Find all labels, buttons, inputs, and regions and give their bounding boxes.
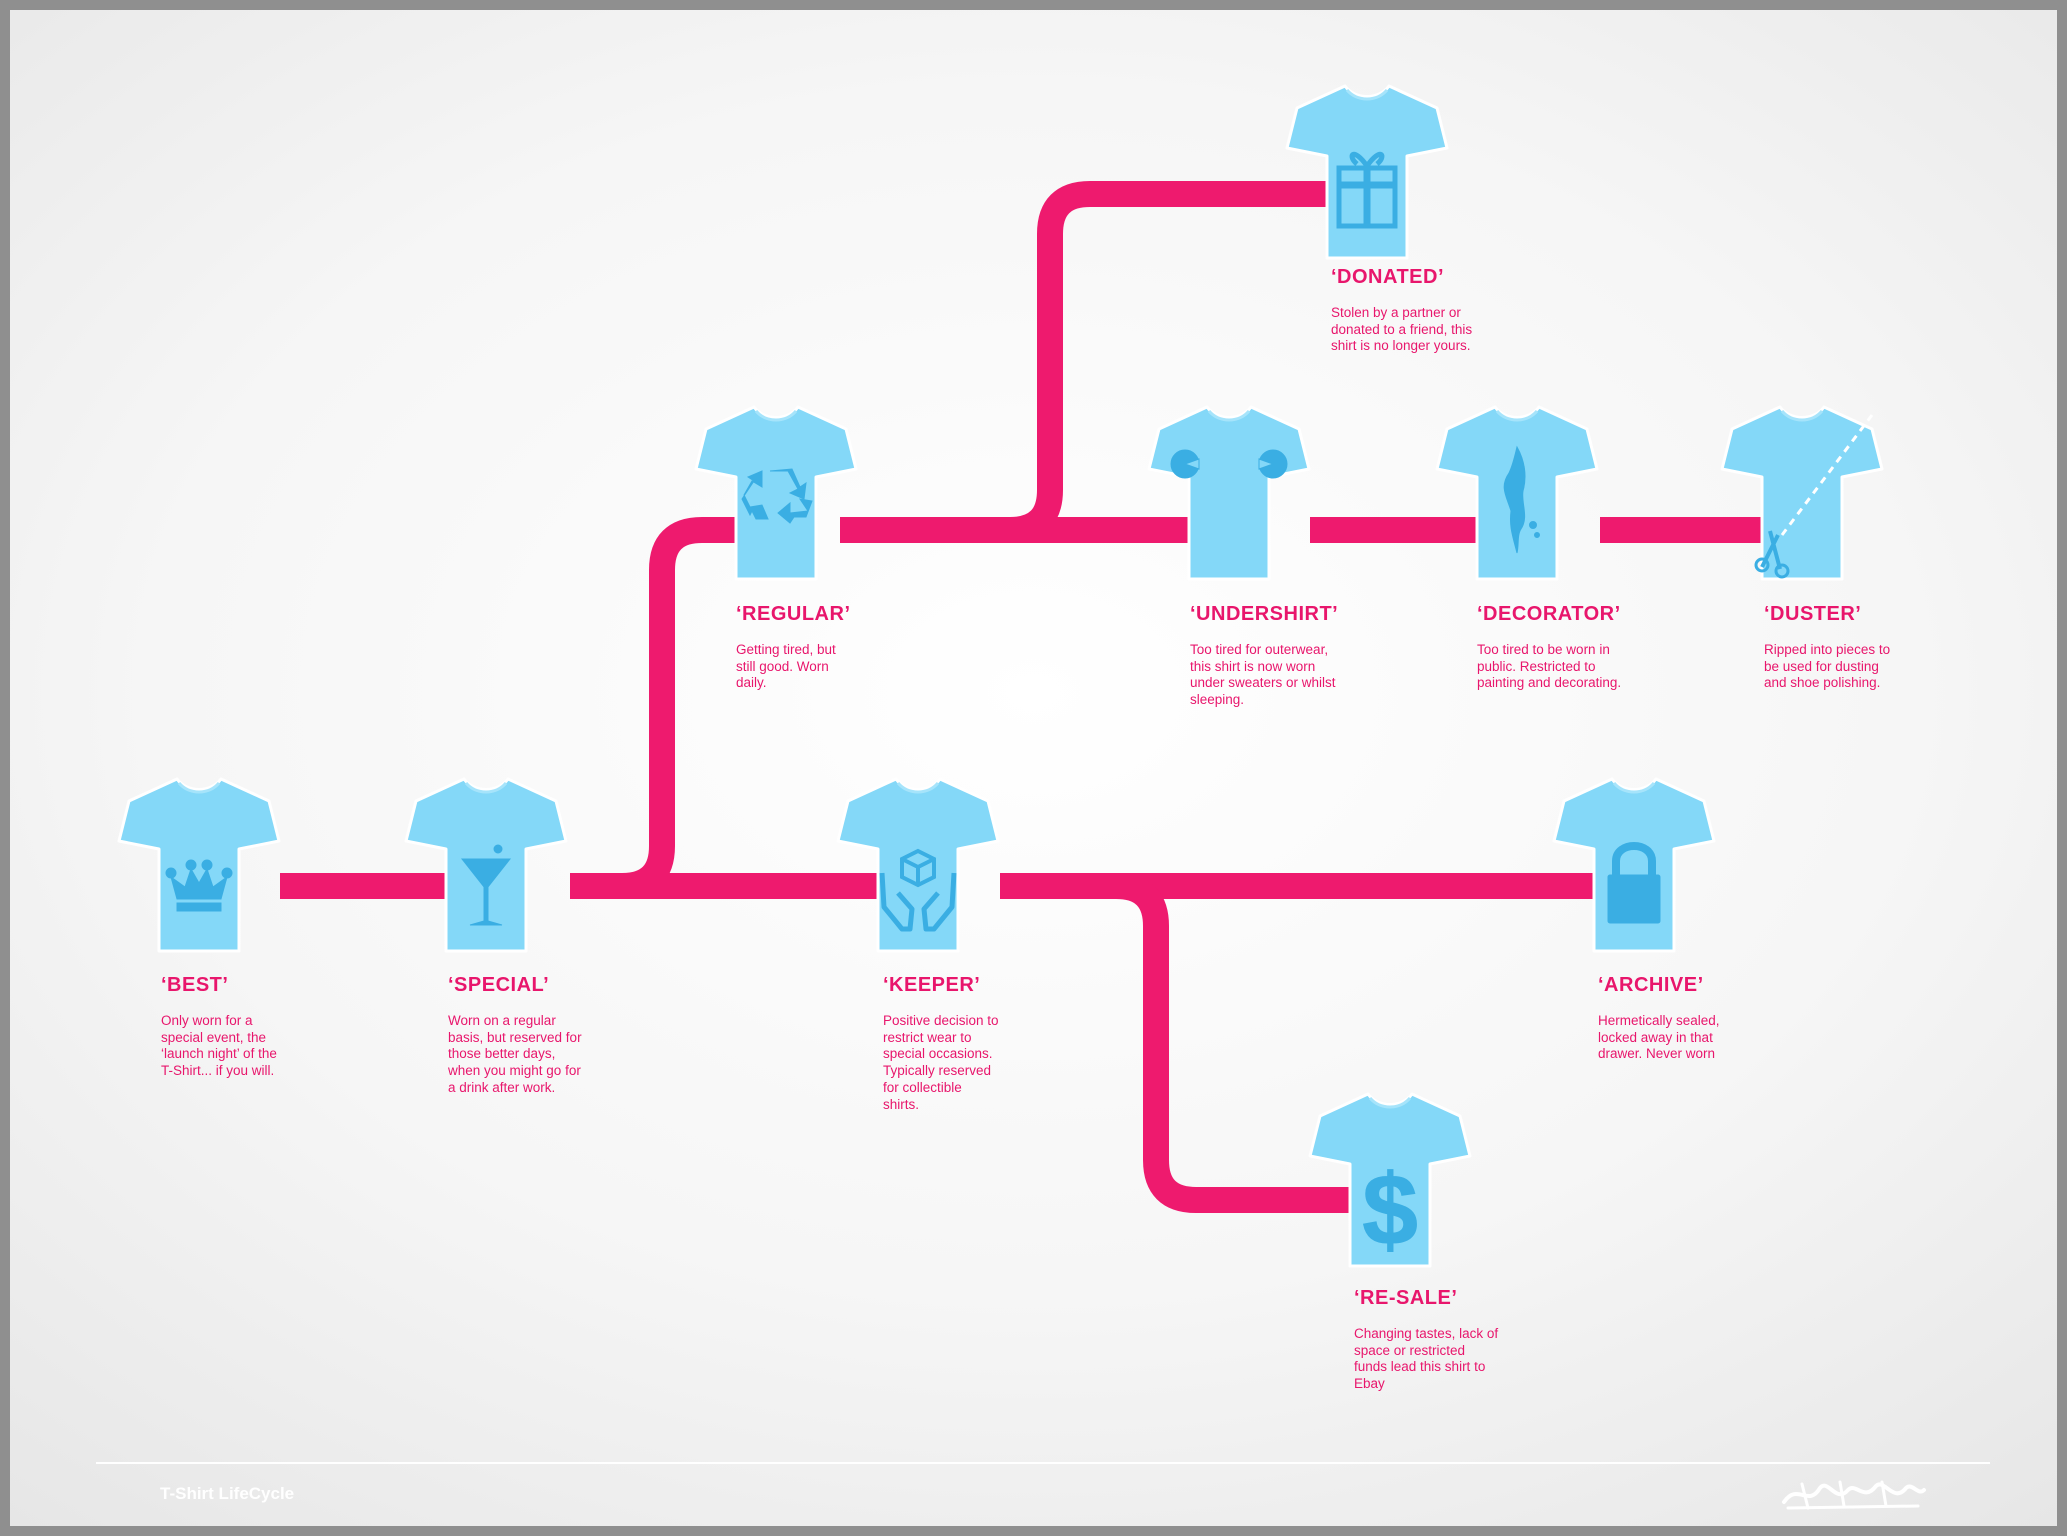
tshirt-shape [1552,777,1716,953]
moth-holes-icon [1170,449,1288,479]
stage-title: ‘REGULAR’ [736,603,851,625]
stage-label-decorator: ‘DECORATOR’ Too tired to be worn in publi… [1477,603,1777,692]
stage-description: Worn on a regular basis, but reserved fo… [448,1013,582,1095]
stage-description: Getting tired, but still good. Worn dail… [736,642,836,691]
cocktail-icon [460,844,512,926]
stage-title: ‘UNDERSHIRT’ [1190,603,1339,625]
collar [1495,409,1539,422]
padlock-icon [1607,842,1661,924]
stage-label-donated: ‘DONATED’ Stolen by a partner or donated … [1331,266,1631,355]
tshirt-special [404,777,568,953]
stage-label-duster: ‘DUSTER’ Ripped into pieces to be used fo… [1764,603,2057,692]
tshirt-shape [1720,405,1884,581]
tshirt-archive [1552,777,1716,953]
svg-text:$: $ [1362,1154,1418,1266]
lifecycle-diagram: $ [117,84,1884,1268]
stage-label-regular: ‘REGULAR’ Getting tired, but still good. … [736,603,1036,692]
stage-label-special: ‘SPECIAL’ Worn on a regular basis, but re… [448,974,748,1097]
stage-title: ‘DONATED’ [1331,266,1445,288]
tshirt-shape [694,405,858,581]
stage-description: Only worn for a special event, the ‘laun… [161,1013,277,1079]
tshirt-decorator [1435,405,1599,581]
stage-description: Too tired to be worn in public. Restrict… [1477,642,1622,691]
collar [464,781,508,794]
collar [1780,409,1824,422]
stage-label-keeper: ‘KEEPER’ Positive decision to restrict we… [883,974,1183,1113]
scissors-icon [1754,414,1874,579]
stage-title: ‘DUSTER’ [1764,603,1862,625]
stage-description: Stolen by a partner or donated to a frie… [1331,305,1473,354]
stage-title: ‘RE-SALE’ [1354,1287,1458,1309]
tshirt-donated [1285,84,1449,260]
tshirt-shape [117,777,281,953]
stage-label-archive: ‘ARCHIVE’ Hermetically sealed, locked awa… [1598,974,1898,1063]
tshirt-undershirt [1147,405,1311,581]
path-lines [280,181,1766,1213]
stage-title: ‘SPECIAL’ [448,974,550,996]
stage-label-undershirt: ‘UNDERSHIRT’ Too tired for outerwear, thi… [1190,603,1490,709]
collar [1207,409,1251,422]
tshirt-best [117,777,281,953]
tshirt-duster [1720,405,1884,581]
recycle-icon [741,468,813,524]
stage-description: Changing tastes, lack of space or restri… [1354,1326,1499,1392]
collar [1368,1096,1412,1109]
tshirt-regular [694,405,858,581]
path-special-to-regular [570,517,770,899]
stage-title: ‘KEEPER’ [883,974,981,996]
footer-title: T-Shirt LifeCycle [160,1484,295,1503]
tshirt-shape [1147,405,1311,581]
collar [896,781,940,794]
shirts-layer: $ [117,84,1884,1268]
stage-description: Hermetically sealed, locked away in that… [1598,1013,1720,1062]
collar [177,781,221,794]
path-keeper-to-resale [1000,873,1355,1213]
footer-divider [96,1462,1990,1464]
stage-description: Ripped into pieces to be used for dustin… [1764,642,1891,691]
stage-title: ‘BEST’ [161,974,229,996]
gift-icon [1336,151,1398,229]
stage-label-resale: ‘RE-SALE’ Changing tastes, lack of space … [1354,1287,1654,1393]
paint-drip-icon [1503,445,1540,554]
stage-label-best: ‘BEST’ Only worn for a special event, the… [161,974,461,1080]
tshirt-keeper [836,777,1000,953]
collar [1612,781,1656,794]
stage-description: Positive decision to restrict wear to sp… [883,1013,999,1112]
signature-mark [1782,1480,1926,1510]
stage-description: Too tired for outerwear, this shirt is n… [1190,642,1336,708]
stage-title: ‘DECORATOR’ [1477,603,1621,625]
dollar-icon: $ [1362,1154,1419,1267]
tshirt-resale: $ [1308,1092,1472,1268]
crown-icon [165,859,233,912]
collar [754,409,798,422]
stage-title: ‘ARCHIVE’ [1598,974,1704,996]
collar [1345,88,1389,101]
hands-box-icon [879,848,957,932]
